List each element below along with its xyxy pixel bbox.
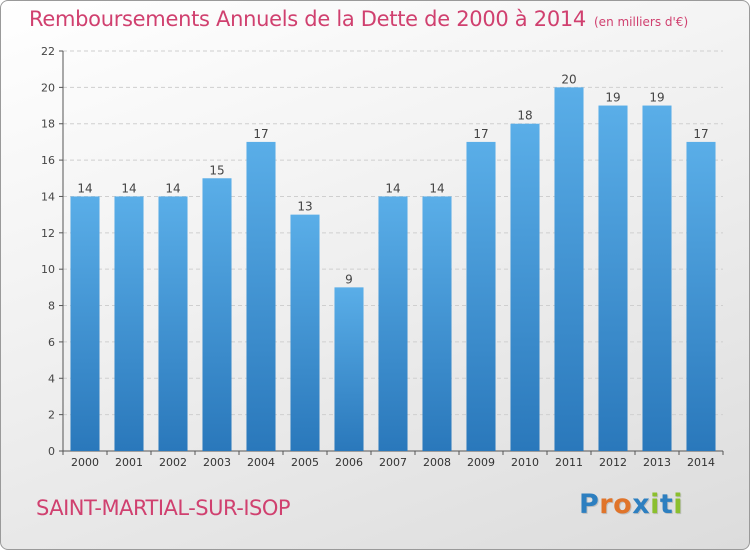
x-tick-label: 2014 bbox=[687, 456, 715, 469]
bar-2007 bbox=[378, 196, 408, 451]
y-tick-label: 18 bbox=[41, 118, 55, 131]
value-label: 17 bbox=[253, 127, 268, 141]
y-tick-label: 0 bbox=[48, 445, 55, 458]
x-tick-label: 2000 bbox=[71, 456, 99, 469]
x-tick-label: 2001 bbox=[115, 456, 143, 469]
y-tick-label: 8 bbox=[48, 300, 55, 313]
y-tick-label: 6 bbox=[48, 336, 55, 349]
proxiti-logo: Proxiti bbox=[579, 489, 683, 520]
bar-2005 bbox=[290, 214, 320, 451]
bar-2004 bbox=[246, 141, 276, 451]
x-tick-label: 2009 bbox=[467, 456, 495, 469]
value-label: 17 bbox=[693, 127, 708, 141]
value-label: 14 bbox=[429, 181, 444, 195]
chart-unit-label: (en milliers d'€) bbox=[594, 15, 689, 29]
value-label: 14 bbox=[77, 181, 92, 195]
labels: 0 2 4 6 8 10 12 14 16 18 20 22 14 2000 14 2001 14 2002 15 2… bbox=[41, 45, 715, 469]
bar-2013 bbox=[642, 105, 672, 451]
value-label: 20 bbox=[561, 72, 576, 86]
value-label: 15 bbox=[209, 163, 224, 177]
y-tick-label: 2 bbox=[48, 409, 55, 422]
bar-2008 bbox=[422, 196, 452, 451]
logo-letter: r bbox=[599, 489, 614, 520]
x-tick-label: 2003 bbox=[203, 456, 231, 469]
y-tick-label: 4 bbox=[48, 372, 55, 385]
x-tick-label: 2010 bbox=[511, 456, 539, 469]
value-label: 14 bbox=[165, 181, 180, 195]
logo-letter: i bbox=[650, 489, 660, 520]
x-tick-label: 2002 bbox=[159, 456, 187, 469]
logo-letter: x bbox=[632, 489, 651, 520]
bar-2003 bbox=[202, 178, 232, 452]
value-label: 19 bbox=[649, 91, 664, 105]
value-label: 17 bbox=[473, 127, 488, 141]
logo-letter: t bbox=[659, 489, 674, 520]
y-tick-label: 22 bbox=[41, 45, 55, 58]
bar-2000 bbox=[70, 196, 100, 451]
bar-2002 bbox=[158, 196, 188, 451]
x-tick-label: 2006 bbox=[335, 456, 363, 469]
x-tick-label: 2008 bbox=[423, 456, 451, 469]
value-label: 9 bbox=[345, 272, 353, 286]
value-label: 14 bbox=[385, 181, 400, 195]
y-tick-label: 16 bbox=[41, 154, 55, 167]
y-tick-label: 14 bbox=[41, 190, 55, 203]
logo-letter: i bbox=[673, 489, 684, 520]
bars bbox=[70, 87, 716, 452]
place-name: SAINT-MARTIAL-SUR-ISOP bbox=[36, 496, 291, 520]
logo-letter: o bbox=[613, 489, 633, 520]
bar-2014 bbox=[686, 141, 716, 451]
x-tick-label: 2013 bbox=[643, 456, 671, 469]
value-label: 19 bbox=[605, 91, 620, 105]
chart-title-text: Remboursements Annuels de la Dette de 20… bbox=[29, 7, 586, 31]
value-label: 18 bbox=[517, 109, 532, 123]
bar-2011 bbox=[554, 87, 584, 451]
y-tick-label: 20 bbox=[41, 81, 55, 94]
bar-2006 bbox=[334, 287, 364, 451]
x-tick-label: 2004 bbox=[247, 456, 275, 469]
bar-2001 bbox=[114, 196, 144, 451]
bar-2010 bbox=[510, 123, 540, 452]
x-tick-label: 2012 bbox=[599, 456, 627, 469]
x-tick-label: 2011 bbox=[555, 456, 583, 469]
value-label: 13 bbox=[297, 200, 312, 214]
y-tick-label: 10 bbox=[41, 263, 55, 276]
value-label: 14 bbox=[121, 181, 136, 195]
bar-2012 bbox=[598, 105, 628, 451]
y-tick-label: 12 bbox=[41, 227, 55, 240]
x-tick-label: 2005 bbox=[291, 456, 319, 469]
chart-title: Remboursements Annuels de la Dette de 20… bbox=[29, 7, 688, 31]
bar-2009 bbox=[466, 141, 496, 451]
logo-letter: P bbox=[579, 489, 600, 520]
x-tick-label: 2007 bbox=[379, 456, 407, 469]
